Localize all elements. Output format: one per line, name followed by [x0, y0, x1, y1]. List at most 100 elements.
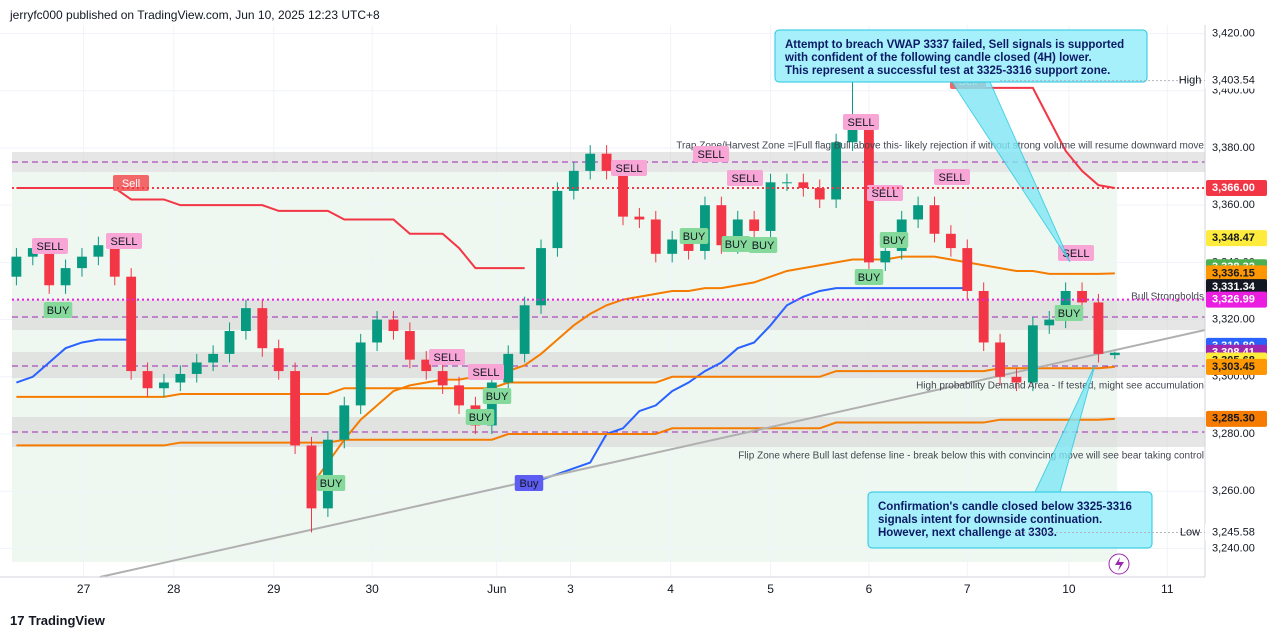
candle-body [175, 373, 186, 383]
callout-text: signals intent for downside continuation… [878, 514, 1102, 526]
candle-body [601, 153, 612, 171]
signal-label: SELL [939, 172, 966, 184]
zone-note: Trap Zone/Harvest Zone =|Full flag Bull … [676, 141, 1204, 152]
candle-body [814, 188, 825, 200]
signal-box [679, 228, 709, 244]
candle-body [1044, 319, 1055, 326]
candle-body [618, 170, 628, 217]
candle-body [1093, 302, 1104, 354]
x-tick-label: Jun [487, 582, 506, 596]
x-tick-label: 11 [1161, 582, 1174, 596]
price-tag-label: 3,336.15 [1212, 267, 1255, 279]
extreme-value: 3,245.58 [1212, 526, 1255, 538]
signal-label: BUY [683, 231, 706, 243]
y-tick-label: 3,320.00 [1212, 313, 1255, 325]
extreme-box [1205, 72, 1281, 89]
candle-body [650, 219, 661, 254]
price-tag [1206, 180, 1267, 197]
price-tag-label: 3,326.99 [1212, 294, 1255, 306]
candle-body [1077, 290, 1087, 303]
candle-body [798, 182, 809, 189]
candle-body [142, 371, 153, 389]
candle-body [93, 245, 104, 257]
candle-body [519, 305, 530, 354]
y-tick-label: 3,420.00 [1212, 27, 1255, 39]
candle-body [634, 216, 645, 220]
extreme-name: Low [1180, 526, 1200, 538]
signal-box [934, 169, 970, 185]
candle-body [995, 342, 1005, 377]
signal-box [32, 238, 68, 254]
candle-body [732, 219, 743, 246]
candle-body [765, 182, 776, 231]
candle-body [339, 405, 350, 440]
signal-box [693, 146, 729, 162]
signal-label: SELL [111, 236, 138, 248]
signal-label: BUY [320, 478, 343, 490]
callout-text: Attempt to breach VWAP 3337 failed, Sell… [785, 39, 1124, 51]
signal-label: BUY [1058, 308, 1081, 320]
signal-label: BUY [883, 235, 906, 247]
extreme-name: High [1179, 75, 1202, 87]
zone-note: Flip Zone where Bull last defense line -… [738, 451, 1204, 462]
signal-label: SELL [434, 352, 461, 364]
signal-box [43, 302, 73, 318]
candle-body [552, 190, 563, 249]
callout-text: This represent a successful test at 3325… [785, 65, 1110, 77]
signal-box [113, 175, 149, 191]
price-axis-bg [1205, 25, 1281, 606]
price-tag [1206, 265, 1267, 282]
candle-body [421, 359, 432, 372]
y-tick-label: 3,260.00 [1212, 485, 1255, 497]
candle-body [585, 153, 596, 171]
x-tick-label: 29 [267, 582, 281, 596]
signal-box [482, 388, 512, 404]
indicator-line [16, 365, 1115, 398]
signal-label: SELL [872, 188, 899, 200]
zone-note: High probability Demand Area - If tested… [916, 381, 1204, 392]
candle-body [44, 248, 55, 286]
candle-body [913, 205, 924, 220]
signal-label: BUY [858, 272, 881, 284]
candle-body [962, 248, 973, 291]
signal-label: SELL [1063, 248, 1090, 260]
price-tag [1206, 291, 1267, 308]
extreme-box [1205, 524, 1281, 541]
candle-body [11, 256, 22, 277]
chart: Trap Zone/Harvest Zone =|Full flag Bull … [0, 25, 1281, 606]
candle-body [831, 142, 842, 200]
x-tick-label: 5 [767, 582, 774, 596]
candle-body [191, 362, 202, 374]
callout-text: Confirmation's candle closed below 3325-… [878, 501, 1132, 513]
candle-body [290, 371, 301, 446]
candle-body [880, 250, 891, 263]
footer-logo: 17 TradingView [10, 613, 105, 628]
signal-label: SELL [473, 367, 500, 379]
candle-body [503, 353, 514, 383]
price-tag-label: 3,285.30 [1212, 413, 1255, 425]
signal-box [316, 475, 346, 491]
zone-note: Bull Strongholds [1131, 292, 1204, 303]
signal-label: Sell [122, 178, 140, 190]
candle-body [782, 182, 792, 184]
candle-body [404, 331, 415, 360]
signal-box [721, 236, 751, 252]
candle-body [306, 445, 317, 509]
price-tag-label: 3,366.00 [1212, 182, 1255, 194]
price-tag [1206, 279, 1267, 296]
x-tick-label: 28 [167, 582, 181, 596]
price-tag-label: 3,303.45 [1212, 361, 1255, 373]
candle-body [437, 371, 448, 386]
signal-label: BUY [752, 240, 775, 252]
x-tick-label: 3 [567, 582, 574, 596]
signal-label: SELL [37, 241, 64, 253]
candle-body [388, 319, 399, 332]
candle-body [109, 245, 120, 277]
signal-label: SELL [616, 163, 643, 175]
signal-box [727, 170, 763, 186]
candle-body [77, 256, 87, 269]
candle-body [208, 353, 219, 363]
signal-box [843, 114, 879, 130]
candle-body [1027, 325, 1038, 383]
